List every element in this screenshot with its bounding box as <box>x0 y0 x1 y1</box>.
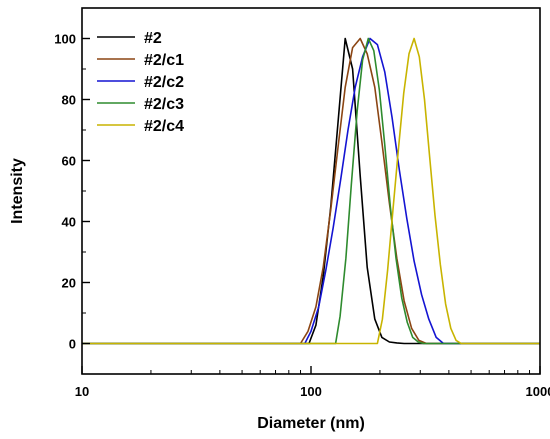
legend-label-2: #2/c1 <box>144 52 184 69</box>
series-lines <box>82 37 540 345</box>
y-tick-label: 0 <box>69 337 76 352</box>
y-tick-label: 20 <box>62 276 76 291</box>
legend: #2 #2/c1 #2/c2 #2/c3 #2/c4 <box>97 30 184 135</box>
series-line-3 <box>82 37 540 345</box>
y-tick-label: 60 <box>62 154 76 169</box>
series-line-2 <box>82 37 540 345</box>
y-tick-label: 100 <box>54 32 76 47</box>
legend-label-5: #2/c4 <box>144 118 184 135</box>
x-tick-label: 10 <box>75 384 89 399</box>
x-axis-title: Diameter (nm) <box>257 415 365 432</box>
y-tick-label: 80 <box>62 93 76 108</box>
y-axis: 0 20 40 60 80 100 <box>54 32 90 352</box>
y-axis-title: Intensity <box>9 158 26 224</box>
y-tick-label: 40 <box>62 215 76 230</box>
legend-label-1: #2 <box>144 30 162 47</box>
series-line-5 <box>82 37 540 345</box>
x-tick-label: 100 <box>300 384 322 399</box>
legend-label-3: #2/c2 <box>144 74 184 91</box>
legend-label-4: #2/c3 <box>144 96 184 113</box>
series-line-4 <box>82 37 540 345</box>
